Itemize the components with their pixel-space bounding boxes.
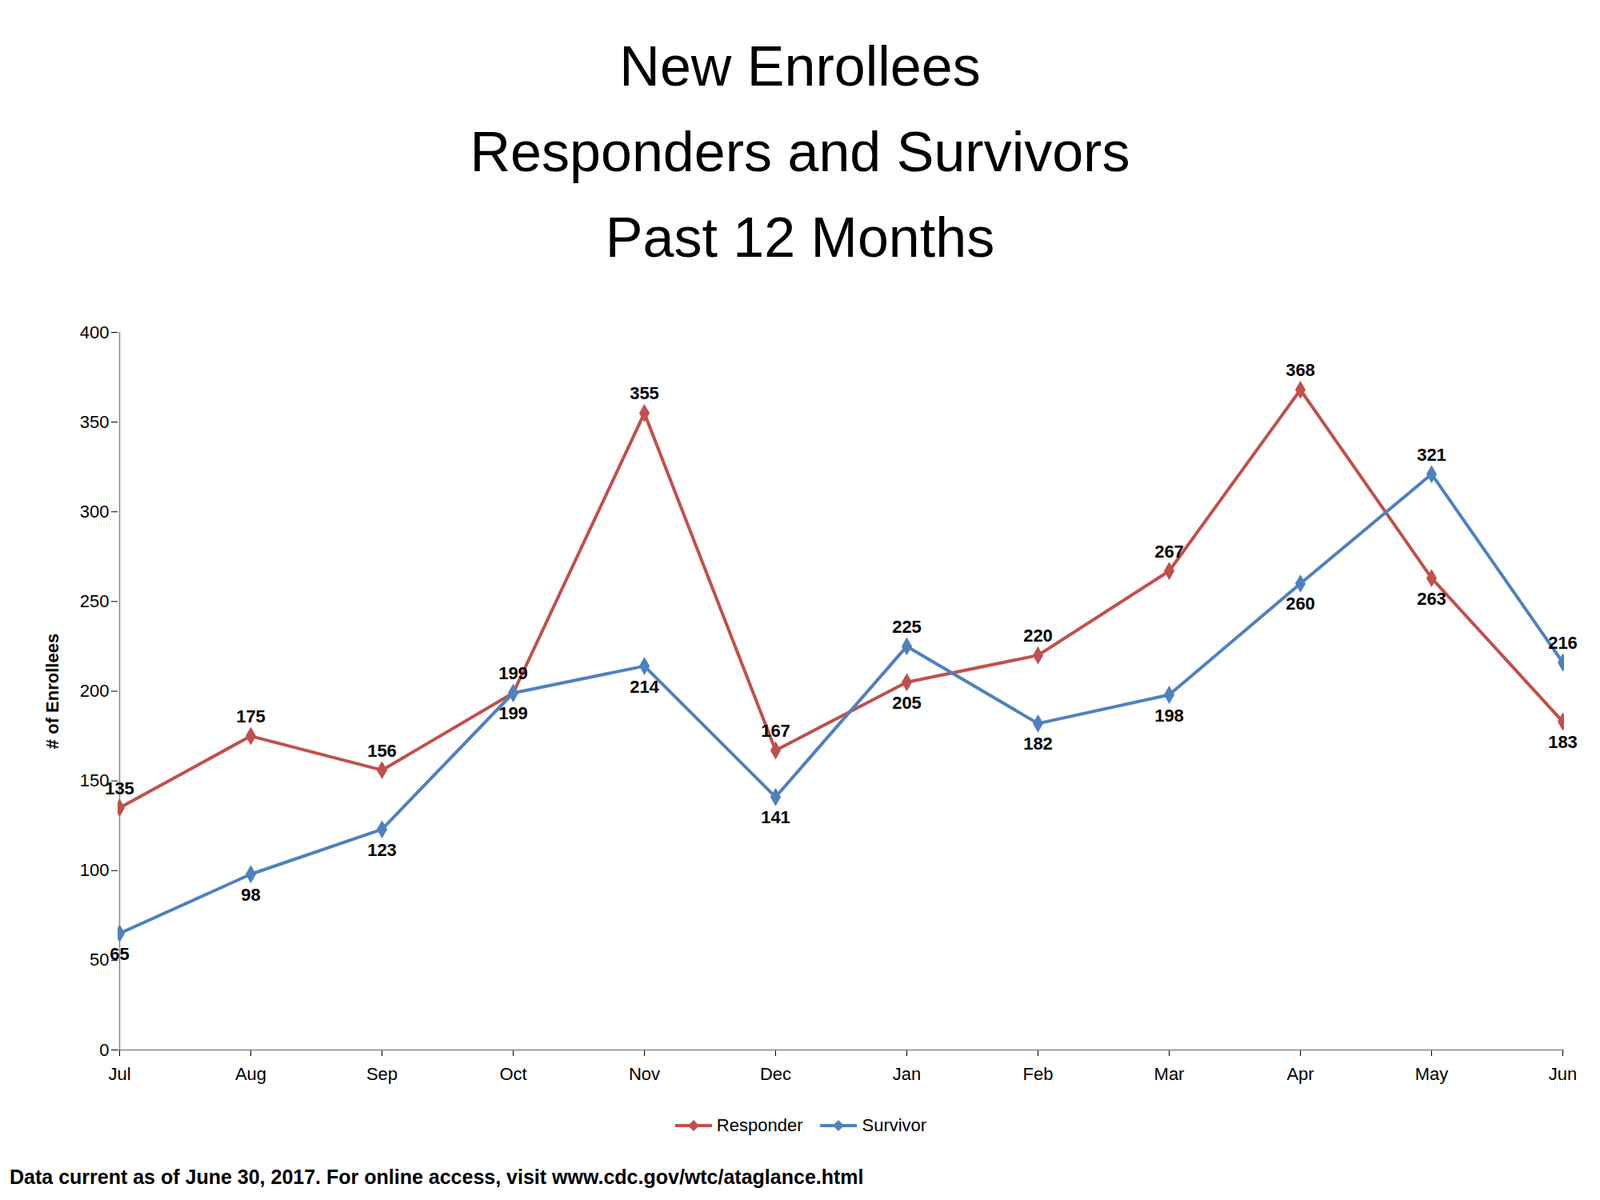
svg-text:200: 200 [80, 680, 110, 701]
svg-text:Jul: Jul [108, 1064, 131, 1084]
svg-text:# of Enrollees: # of Enrollees [42, 633, 63, 749]
svg-text:220: 220 [1023, 625, 1053, 646]
svg-text:267: 267 [1154, 541, 1184, 562]
svg-text:214: 214 [629, 676, 660, 697]
svg-text:250: 250 [80, 591, 110, 612]
svg-text:Sep: Sep [366, 1064, 398, 1084]
svg-text:Aug: Aug [235, 1064, 267, 1084]
html-text:Survivor: Survivor [862, 1115, 927, 1136]
svg-text:65: 65 [109, 944, 129, 964]
html-text:Responder: Responder [716, 1115, 803, 1136]
html-text:Responders and Survivors: Responders and Survivors [470, 120, 1130, 184]
svg-text:321: 321 [1416, 444, 1447, 465]
svg-text:199: 199 [498, 663, 528, 684]
svg-text:Apr: Apr [1286, 1064, 1314, 1084]
svg-text:0: 0 [99, 1040, 109, 1060]
svg-text:167: 167 [760, 720, 791, 741]
svg-text:50: 50 [89, 949, 109, 970]
svg-text:141: 141 [760, 807, 791, 828]
svg-text:350: 350 [80, 412, 110, 432]
svg-text:135: 135 [104, 778, 135, 799]
svg-text:156: 156 [367, 740, 397, 761]
svg-text:216: 216 [1548, 632, 1578, 653]
svg-text:150: 150 [79, 770, 110, 791]
svg-text:368: 368 [1285, 360, 1316, 380]
svg-text:Oct: Oct [499, 1064, 527, 1084]
svg-text:Jan: Jan [892, 1064, 921, 1084]
svg-text:Dec: Dec [760, 1064, 792, 1084]
svg-text:100: 100 [80, 860, 110, 880]
svg-text:123: 123 [367, 840, 397, 860]
svg-text:355: 355 [629, 383, 660, 404]
svg-text:May: May [1415, 1064, 1449, 1084]
svg-text:205: 205 [892, 692, 922, 713]
svg-text:98: 98 [240, 884, 260, 905]
svg-text:225: 225 [892, 616, 922, 637]
svg-text:Feb: Feb [1023, 1064, 1054, 1084]
svg-text:198: 198 [1154, 705, 1184, 726]
svg-text:199: 199 [498, 703, 528, 724]
svg-text:Nov: Nov [628, 1064, 660, 1084]
html-text:Past 12 Months: Past 12 Months [605, 206, 995, 269]
svg-text:300: 300 [80, 501, 110, 522]
svg-text:400: 400 [80, 322, 110, 343]
svg-text:Jun: Jun [1548, 1064, 1577, 1084]
svg-text:260: 260 [1285, 593, 1316, 614]
svg-text:175: 175 [236, 706, 266, 727]
svg-text:182: 182 [1023, 733, 1053, 754]
svg-text:183: 183 [1548, 732, 1578, 752]
html-text:Data current as of June 30, 20: Data current as of June 30, 2017. For on… [9, 1165, 864, 1188]
svg-text:263: 263 [1416, 588, 1447, 609]
html-text:New Enrollees: New Enrollees [619, 35, 981, 98]
svg-text:Mar: Mar [1154, 1064, 1185, 1084]
